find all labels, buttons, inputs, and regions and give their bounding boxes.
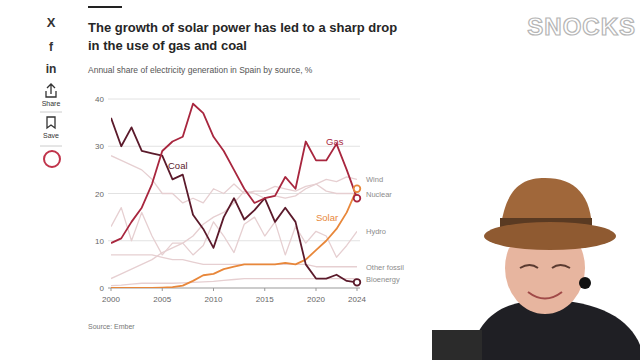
grid-line xyxy=(108,193,360,194)
share-icon[interactable]: in xyxy=(46,62,57,76)
axes: 0 10 20 30 40 2000 2005 2010 2015 2020 2024 xyxy=(95,95,366,304)
grid-line xyxy=(108,146,360,147)
share-label[interactable]: Share xyxy=(42,100,61,107)
sidebar: Xf in Share Save xyxy=(40,15,62,167)
series-label: Solar xyxy=(316,212,338,223)
loading-ring xyxy=(44,151,60,167)
series-line xyxy=(111,189,357,288)
series-label: Coal xyxy=(168,160,188,171)
share-icon[interactable]: X xyxy=(47,15,56,30)
chair xyxy=(432,330,482,360)
divider xyxy=(40,146,62,147)
series-label: Bioenergy xyxy=(366,275,400,284)
series-label: Gas xyxy=(326,136,344,147)
eyes xyxy=(520,265,570,268)
series-line xyxy=(111,255,357,267)
y-tick-label: 40 xyxy=(95,95,104,104)
hat-brim xyxy=(484,222,616,250)
x-tick-label: 2015 xyxy=(256,295,274,304)
series-line xyxy=(111,279,357,286)
x-tick xyxy=(264,288,265,291)
x-tick-label: 2000 xyxy=(102,295,120,304)
share-icon[interactable]: f xyxy=(49,40,54,54)
y-tick-label: 30 xyxy=(95,142,104,151)
series-labels: Wind Nuclear Hydro Other fossil Bioenergy Sol… xyxy=(168,136,404,284)
grid-line xyxy=(108,99,360,100)
series-label: Wind xyxy=(366,175,383,184)
y-tick-label: 0 xyxy=(100,284,105,293)
divider xyxy=(40,112,62,113)
x-tick xyxy=(111,288,112,291)
series-line xyxy=(111,156,357,203)
earbud xyxy=(579,277,591,289)
background xyxy=(0,0,640,360)
x-tick xyxy=(316,288,317,291)
series-label: Nuclear xyxy=(366,190,392,199)
y-tick-label: 10 xyxy=(95,237,104,246)
x-tick-label: 2010 xyxy=(205,295,223,304)
y-tick-label: 20 xyxy=(95,190,104,199)
end-marker xyxy=(354,195,361,202)
series-label: Other fossil xyxy=(366,263,404,272)
series-line xyxy=(111,118,357,282)
x-tick xyxy=(213,288,214,291)
chart-subtitle: Annual share of electricity generation i… xyxy=(88,65,313,75)
title-rule xyxy=(88,6,122,8)
x-tick-label: 2005 xyxy=(153,295,171,304)
mouth xyxy=(528,292,562,299)
x-tick xyxy=(357,288,358,291)
title-line: The growth of solar power has led to a s… xyxy=(88,20,397,35)
streamer xyxy=(432,178,640,360)
series-line xyxy=(111,208,357,258)
series-line xyxy=(111,104,357,243)
save-label[interactable]: Save xyxy=(43,132,59,139)
x-tick-label: 2024 xyxy=(348,295,366,304)
watermark: SNOCKS xyxy=(527,13,636,40)
page: Xf in Share Save The growth of solar power h… xyxy=(0,0,640,360)
title-line: in the use of gas and coal xyxy=(88,38,247,53)
plot-area xyxy=(111,104,357,288)
grid-line xyxy=(108,240,360,241)
share-icon[interactable] xyxy=(46,84,56,97)
source: Source: Ember xyxy=(88,323,135,330)
chart-title: The growth of solar power has led to a s… xyxy=(88,20,397,53)
end-marker xyxy=(354,279,361,286)
save-icon[interactable] xyxy=(47,117,55,128)
x-tick-label: 2020 xyxy=(307,295,325,304)
end-marker xyxy=(354,185,361,192)
x-tick xyxy=(162,288,163,291)
series-label: Hydro xyxy=(366,227,386,236)
